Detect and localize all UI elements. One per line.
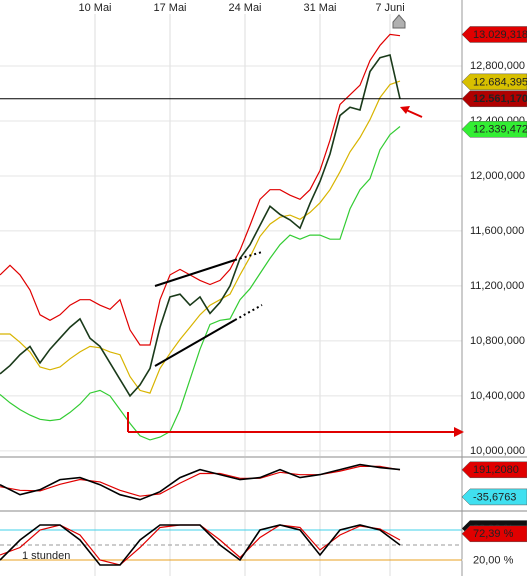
x-tick-label: 17 Mai	[153, 2, 186, 14]
value-tag-label: 12.561,170	[473, 93, 527, 105]
value-tag	[461, 488, 527, 506]
value-tag-label: 13.029,318	[473, 29, 527, 41]
x-tick-label: 24 Mai	[228, 2, 261, 14]
y-tick-label: 10,400,000	[470, 390, 525, 402]
value-tag	[461, 121, 527, 138]
panel-label: 1 stunden	[22, 550, 70, 562]
tag-layer: 13.029,318 12.684,395 12.339,472 12.561,170…	[0, 26, 527, 569]
value-tag	[461, 525, 527, 543]
series-line	[0, 80, 401, 394]
arrow-head	[400, 106, 410, 114]
arrow-head	[454, 427, 464, 437]
x-tick-label: 10 Mai	[78, 2, 111, 14]
y-tick-label: 12,800,000	[470, 60, 525, 72]
y-tick-label: 10,000,000	[470, 445, 525, 457]
annotations	[127, 14, 464, 437]
value-tag	[461, 26, 527, 43]
trend-line	[234, 304, 263, 321]
marker-arrow	[392, 14, 406, 29]
value-tag	[461, 551, 527, 569]
value-tag-label: 12.339,472	[473, 124, 527, 136]
y-tick-label: 11,200,000	[470, 280, 524, 292]
series-line	[0, 524, 401, 566]
series-line	[0, 126, 401, 441]
y-tick-label: 10,800,000	[470, 335, 525, 347]
series-line	[0, 33, 401, 346]
series-line	[0, 463, 401, 501]
series-line	[0, 465, 401, 497]
y-tick-label: 12,000,000	[470, 170, 525, 182]
value-tag-label: -35,6763	[473, 491, 516, 503]
x-tick-label: 31 Mai	[303, 2, 336, 14]
trend-line	[154, 259, 236, 287]
x-tick-label: 7 Juni	[375, 2, 404, 14]
value-tag-label: 72,39 %	[473, 528, 514, 540]
y-tick-label: 11,600,000	[470, 225, 524, 237]
value-tag	[461, 90, 527, 108]
value-tag-label: 12.684,395	[473, 76, 527, 88]
series-line	[0, 54, 401, 398]
value-tag-label: 191,2080	[473, 464, 519, 476]
value-tag	[461, 73, 527, 91]
value-tag-label: 20,00 %	[473, 554, 514, 566]
trend-line	[154, 319, 236, 367]
value-tag	[461, 461, 527, 479]
